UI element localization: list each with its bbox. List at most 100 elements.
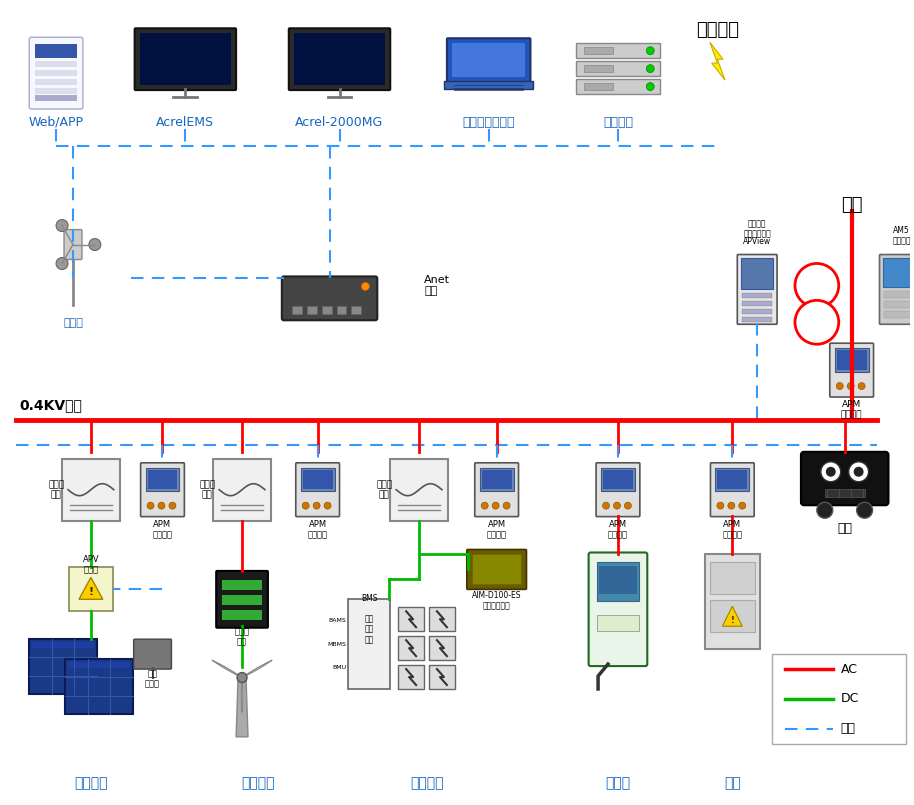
Bar bbox=[336, 307, 346, 314]
Text: 光伏系统: 光伏系统 bbox=[74, 777, 108, 791]
Text: 通讯: 通讯 bbox=[841, 722, 856, 736]
Text: BMS: BMS bbox=[361, 594, 377, 603]
Bar bbox=[222, 580, 262, 590]
FancyBboxPatch shape bbox=[589, 552, 647, 666]
Text: APM
交流计量: APM 交流计量 bbox=[308, 519, 327, 539]
Bar bbox=[145, 468, 179, 491]
Text: 气象站: 气象站 bbox=[63, 318, 83, 328]
Bar bbox=[429, 636, 455, 660]
FancyBboxPatch shape bbox=[879, 254, 914, 324]
Bar bbox=[147, 470, 177, 489]
Bar bbox=[452, 43, 526, 77]
Bar bbox=[717, 470, 748, 489]
Text: 0.4KV母线: 0.4KV母线 bbox=[19, 398, 82, 412]
Bar bbox=[307, 307, 316, 314]
Bar bbox=[742, 293, 772, 298]
Circle shape bbox=[821, 462, 841, 481]
Bar bbox=[36, 88, 77, 94]
Text: DC: DC bbox=[841, 692, 859, 705]
Bar bbox=[213, 459, 271, 521]
Text: BMU: BMU bbox=[333, 665, 346, 670]
Circle shape bbox=[849, 462, 868, 481]
Circle shape bbox=[646, 83, 654, 91]
Bar bbox=[772, 654, 907, 744]
Circle shape bbox=[646, 64, 654, 72]
Circle shape bbox=[503, 502, 510, 509]
FancyBboxPatch shape bbox=[217, 571, 268, 628]
Bar bbox=[576, 43, 660, 58]
Bar bbox=[741, 258, 773, 289]
Text: Anet
网关: Anet 网关 bbox=[424, 275, 450, 296]
Text: AM5
微机保护: AM5 微机保护 bbox=[892, 226, 910, 246]
Bar bbox=[301, 468, 335, 491]
Bar bbox=[584, 83, 613, 90]
Text: AIM-D100-ES
直流绝缘监测: AIM-D100-ES 直流绝缘监测 bbox=[472, 592, 521, 611]
Bar bbox=[390, 459, 448, 521]
Bar bbox=[584, 47, 613, 54]
Text: APM
交流计量: APM 交流计量 bbox=[722, 519, 742, 539]
Text: 储能系统: 储能系统 bbox=[410, 777, 444, 791]
Bar bbox=[69, 568, 112, 611]
Bar bbox=[36, 44, 77, 58]
Circle shape bbox=[613, 502, 621, 509]
Circle shape bbox=[739, 502, 746, 509]
Text: Acrel-2000MG: Acrel-2000MG bbox=[295, 116, 384, 129]
Circle shape bbox=[795, 300, 839, 345]
Circle shape bbox=[854, 467, 864, 477]
Text: !: ! bbox=[730, 616, 734, 625]
Text: 风电控
制器: 风电控 制器 bbox=[235, 627, 250, 646]
Circle shape bbox=[147, 502, 154, 509]
FancyBboxPatch shape bbox=[134, 28, 236, 90]
Circle shape bbox=[89, 238, 101, 250]
Circle shape bbox=[314, 502, 320, 509]
Text: 储能变
流器: 储能变 流器 bbox=[377, 480, 392, 499]
Bar bbox=[742, 309, 772, 314]
FancyBboxPatch shape bbox=[474, 463, 518, 517]
Text: 风电逆
变器: 风电逆 变器 bbox=[199, 480, 216, 499]
Bar bbox=[884, 258, 914, 287]
Text: 充电桩: 充电桩 bbox=[605, 777, 631, 791]
Bar bbox=[742, 301, 772, 306]
Bar bbox=[705, 555, 760, 649]
Polygon shape bbox=[241, 678, 243, 712]
Circle shape bbox=[795, 263, 839, 308]
Bar bbox=[885, 311, 914, 318]
Circle shape bbox=[602, 502, 610, 509]
Text: APV
汇流箱: APV 汇流箱 bbox=[82, 555, 100, 575]
FancyBboxPatch shape bbox=[801, 452, 888, 506]
Bar bbox=[834, 349, 868, 371]
Circle shape bbox=[56, 220, 68, 232]
Bar bbox=[352, 307, 361, 314]
Bar bbox=[292, 307, 302, 314]
Bar bbox=[36, 95, 77, 101]
FancyBboxPatch shape bbox=[738, 254, 777, 324]
Text: MBMS: MBMS bbox=[327, 642, 346, 646]
Bar bbox=[68, 662, 130, 668]
Bar bbox=[885, 291, 914, 298]
Text: APView: APView bbox=[743, 237, 771, 246]
Text: 负载: 负载 bbox=[724, 777, 740, 791]
FancyBboxPatch shape bbox=[596, 463, 640, 517]
Bar bbox=[599, 567, 637, 594]
Bar bbox=[32, 642, 94, 648]
Bar bbox=[710, 563, 755, 594]
Bar bbox=[885, 301, 914, 308]
Bar bbox=[399, 665, 424, 689]
Text: AcrelEMS: AcrelEMS bbox=[156, 116, 215, 129]
Bar bbox=[480, 468, 514, 491]
Bar bbox=[429, 607, 455, 631]
Bar bbox=[742, 316, 772, 322]
FancyBboxPatch shape bbox=[296, 463, 339, 517]
Circle shape bbox=[361, 283, 369, 291]
Text: BAMS: BAMS bbox=[329, 618, 346, 623]
Circle shape bbox=[56, 258, 68, 270]
Bar bbox=[293, 33, 386, 85]
Circle shape bbox=[624, 502, 632, 509]
Bar bbox=[36, 61, 77, 67]
Text: !: ! bbox=[89, 588, 93, 597]
Bar bbox=[601, 468, 635, 491]
Text: AC: AC bbox=[841, 663, 857, 675]
Circle shape bbox=[158, 502, 165, 509]
Circle shape bbox=[826, 467, 835, 477]
FancyBboxPatch shape bbox=[447, 39, 530, 82]
